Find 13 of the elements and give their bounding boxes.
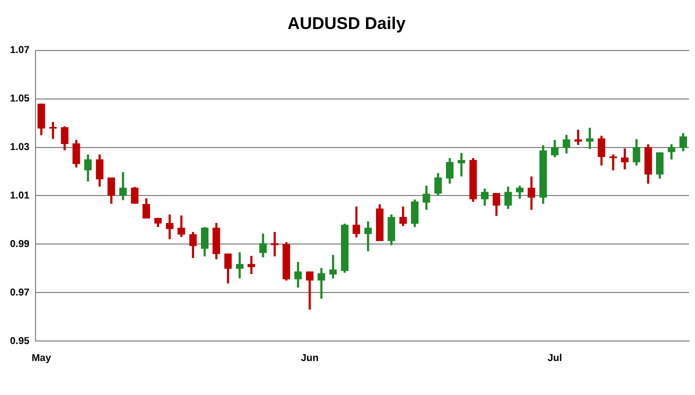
x-tick-label: Jun [300,352,319,364]
x-tick-label: May [32,352,52,364]
y-tick-label: 1.07 [10,45,30,56]
y-tick-label: 1.01 [10,190,30,202]
chart-title: AUDUSD Daily [287,14,406,33]
candlestick [586,128,594,150]
x-tick-label: Jul [548,352,562,364]
candlestick [236,252,244,278]
y-tick-label: 1.05 [10,94,30,105]
y-tick-label: 1.03 [10,142,30,154]
y-tick-label: 0.95 [10,336,30,347]
y-tick-label: 0.97 [10,287,30,298]
y-tick-label: 0.99 [10,238,30,250]
